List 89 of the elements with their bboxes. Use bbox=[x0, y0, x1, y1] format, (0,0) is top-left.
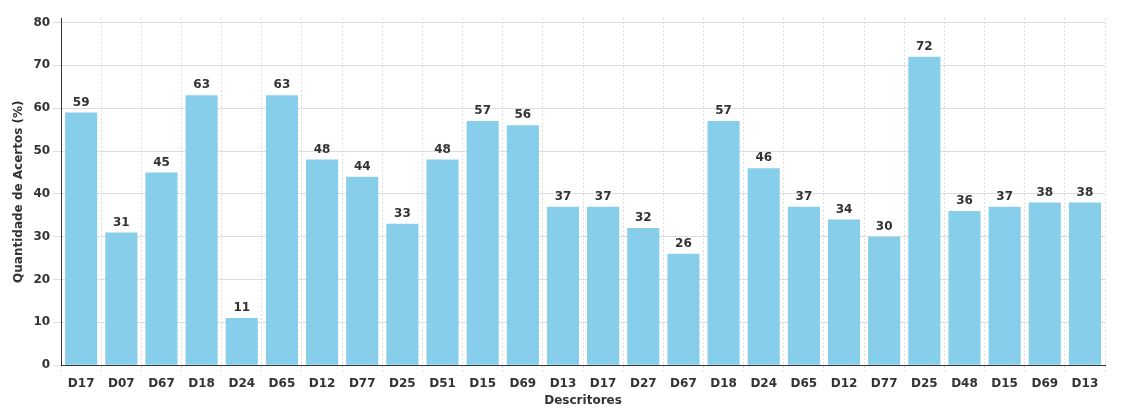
bar bbox=[908, 56, 941, 365]
bar bbox=[346, 176, 379, 365]
bar bbox=[868, 236, 901, 365]
data-label: 46 bbox=[755, 150, 773, 165]
x-tick-label: D25 bbox=[389, 375, 416, 390]
bar bbox=[225, 318, 258, 365]
bar bbox=[65, 112, 98, 365]
bar bbox=[145, 172, 178, 365]
bar bbox=[506, 125, 539, 365]
data-label: 36 bbox=[956, 193, 973, 208]
x-tick-label: D67 bbox=[670, 375, 697, 390]
bar bbox=[265, 95, 298, 365]
data-label: 31 bbox=[112, 214, 130, 229]
x-tick-label: D24 bbox=[228, 375, 256, 390]
x-tick-label: D12 bbox=[308, 375, 336, 390]
data-label: 57 bbox=[715, 103, 732, 118]
x-tick-label: D51 bbox=[429, 375, 456, 390]
data-label: 59 bbox=[72, 94, 90, 109]
x-tick-label: D65 bbox=[790, 375, 818, 390]
x-tick-label: D69 bbox=[509, 375, 537, 390]
bar bbox=[426, 159, 459, 365]
bar bbox=[988, 206, 1021, 365]
x-tick-label: D48 bbox=[951, 375, 978, 390]
x-tick-label: D17 bbox=[589, 375, 617, 390]
x-tick-label: D77 bbox=[870, 375, 898, 390]
bar bbox=[185, 95, 218, 365]
x-tick-label: D67 bbox=[148, 375, 175, 390]
bar bbox=[306, 159, 339, 365]
x-tick-label: D13 bbox=[549, 375, 577, 390]
bar bbox=[466, 121, 499, 365]
data-label: 44 bbox=[353, 158, 371, 173]
bar bbox=[587, 206, 620, 365]
bar bbox=[546, 206, 580, 365]
bar bbox=[747, 168, 780, 365]
y-tick-label: 0 bbox=[41, 357, 51, 372]
data-label: 30 bbox=[875, 218, 893, 233]
y-tick-label: 20 bbox=[33, 271, 51, 286]
data-label: 72 bbox=[915, 38, 933, 53]
data-label: 11 bbox=[233, 300, 251, 315]
data-label: 26 bbox=[675, 235, 692, 250]
bar bbox=[948, 210, 981, 365]
bar bbox=[827, 219, 861, 365]
data-label: 34 bbox=[835, 201, 853, 216]
data-label: 56 bbox=[514, 107, 532, 122]
data-label: 32 bbox=[634, 210, 652, 225]
bar bbox=[1028, 202, 1061, 365]
y-axis-title: Quantidade de Acertos (%) bbox=[11, 100, 26, 283]
y-tick-label: 10 bbox=[33, 314, 51, 329]
bar bbox=[105, 232, 138, 365]
data-label: 63 bbox=[193, 77, 210, 92]
data-label: 37 bbox=[554, 188, 572, 203]
data-label: 38 bbox=[1036, 184, 1054, 199]
x-tick-label: D77 bbox=[348, 375, 376, 390]
bar bbox=[627, 228, 660, 365]
x-tick-label: D25 bbox=[910, 375, 938, 390]
bar bbox=[707, 121, 740, 365]
data-label: 37 bbox=[996, 188, 1013, 203]
data-label: 57 bbox=[474, 103, 492, 118]
x-tick-label: D13 bbox=[1071, 375, 1099, 390]
y-tick-label: 60 bbox=[33, 100, 51, 115]
data-label: 63 bbox=[273, 77, 291, 92]
x-tick-label: D24 bbox=[750, 375, 778, 390]
bar bbox=[667, 253, 700, 365]
x-tick-label: D15 bbox=[469, 375, 497, 390]
x-tick-label: D69 bbox=[1031, 375, 1059, 390]
y-tick-label: 80 bbox=[33, 14, 51, 29]
bar bbox=[787, 206, 820, 365]
y-tick-label: 40 bbox=[33, 185, 51, 200]
x-tick-label: D18 bbox=[188, 375, 215, 390]
x-tick-label: D07 bbox=[107, 375, 135, 390]
x-tick-label: D12 bbox=[830, 375, 858, 390]
x-tick-label: D15 bbox=[991, 375, 1018, 390]
data-label: 45 bbox=[153, 154, 170, 169]
bar bbox=[1068, 202, 1101, 365]
y-tick-label: 50 bbox=[33, 143, 51, 158]
y-tick-label: 70 bbox=[33, 57, 51, 72]
x-tick-label: D17 bbox=[67, 375, 95, 390]
data-label: 48 bbox=[434, 141, 451, 156]
data-label: 48 bbox=[313, 141, 331, 156]
data-label: 38 bbox=[1076, 184, 1094, 199]
x-tick-label: D27 bbox=[629, 375, 657, 390]
bar bbox=[386, 223, 419, 365]
y-tick-label: 30 bbox=[33, 228, 51, 243]
x-axis-title: Descritores bbox=[544, 392, 622, 407]
x-tick-label: D65 bbox=[268, 375, 296, 390]
data-label: 33 bbox=[394, 205, 411, 220]
x-tick-label: D18 bbox=[710, 375, 737, 390]
data-label: 37 bbox=[594, 188, 612, 203]
data-label: 37 bbox=[795, 188, 813, 203]
